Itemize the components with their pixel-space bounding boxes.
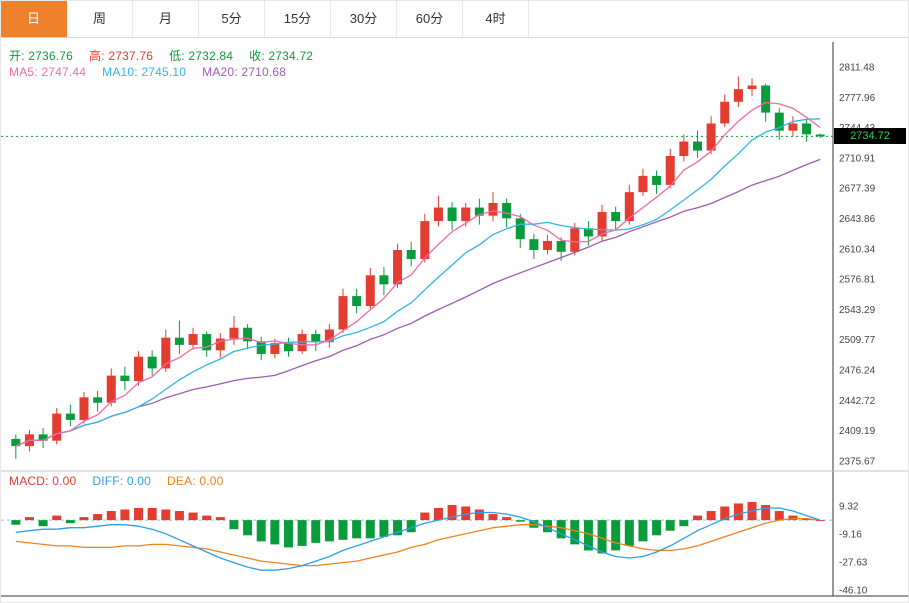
price-axis-tick: 2610.34 bbox=[839, 244, 876, 255]
tab-30min[interactable]: 30分 bbox=[331, 1, 397, 37]
current-price-tag: 2734.72 bbox=[834, 128, 906, 145]
tab-month[interactable]: 月 bbox=[133, 1, 199, 37]
macd-macd: MACD: 0.00 bbox=[9, 474, 77, 488]
macd-diff: DIFF: 0.00 bbox=[92, 474, 152, 488]
tab-week[interactable]: 周 bbox=[67, 1, 133, 37]
candles-series bbox=[11, 76, 825, 459]
price-axis-tick: 2409.19 bbox=[839, 426, 876, 437]
kline-chart-canvas[interactable]: 2811.482777.962744.432710.912677.392643.… bbox=[1, 38, 909, 602]
tab-15min[interactable]: 15分 bbox=[265, 1, 331, 37]
macd-axis-tick: -46.10 bbox=[839, 586, 868, 597]
price-axis-tick: 2677.39 bbox=[839, 184, 876, 195]
price-axis-tick: 2710.91 bbox=[839, 153, 876, 164]
ma10-line bbox=[15, 118, 821, 447]
price-axis: 2811.482777.962744.432710.912677.392643.… bbox=[839, 63, 876, 597]
ohlc-high: 高: 2737.76 bbox=[89, 49, 154, 63]
macd-histogram bbox=[11, 501, 825, 554]
tab-4hour[interactable]: 4时 bbox=[463, 1, 529, 37]
ma-readout: MA5: 2747.44 MA10: 2745.10 MA20: 2710.68 bbox=[9, 65, 286, 79]
ohlc-low: 低: 2732.84 bbox=[169, 49, 234, 63]
timeframe-tabbar: 日周月 5分 15分 30分 60分 4时 bbox=[1, 1, 908, 38]
ma-ma5: MA5: 2747.44 bbox=[9, 65, 87, 79]
chart-frame bbox=[1, 42, 908, 597]
ma-ma20: MA20: 2710.68 bbox=[202, 65, 287, 79]
macd-axis-tick: 9.32 bbox=[839, 502, 859, 513]
price-axis-tick: 2543.29 bbox=[839, 305, 876, 316]
price-axis-tick: 2509.77 bbox=[839, 335, 876, 346]
chart-region: 2811.482777.962744.432710.912677.392643.… bbox=[1, 38, 909, 602]
macd-axis-tick: -9.16 bbox=[839, 530, 862, 541]
ma-ma10: MA10: 2745.10 bbox=[102, 65, 187, 79]
macd-readout: MACD: 0.00 DIFF: 0.00 DEA: 0.00 bbox=[9, 474, 224, 488]
macd-dea: DEA: 0.00 bbox=[167, 474, 224, 488]
ohlc-open: 开: 2736.76 bbox=[9, 49, 74, 63]
price-axis-tick: 2643.86 bbox=[839, 214, 876, 225]
ohlc-readout: 开: 2736.76 高: 2737.76 低: 2732.84 收: 2734.72 bbox=[9, 47, 313, 64]
price-axis-tick: 2576.81 bbox=[839, 275, 876, 286]
diff-line bbox=[15, 507, 821, 571]
macd-axis-tick: -27.63 bbox=[839, 558, 868, 569]
dea-line bbox=[15, 517, 821, 567]
ma5-line bbox=[15, 101, 821, 447]
current-price-value: 2734.72 bbox=[850, 130, 890, 143]
tab-60min[interactable]: 60分 bbox=[397, 1, 463, 37]
ma20-line bbox=[15, 158, 821, 447]
price-axis-tick: 2476.24 bbox=[839, 366, 876, 377]
price-axis-tick: 2811.48 bbox=[839, 63, 875, 74]
price-axis-tick: 2777.96 bbox=[839, 93, 876, 104]
price-axis-tick: 2375.67 bbox=[839, 456, 876, 467]
tab-day[interactable]: 日 bbox=[1, 1, 67, 37]
price-axis-tick: 2442.72 bbox=[839, 396, 876, 407]
ohlc-close: 收: 2734.72 bbox=[249, 49, 314, 63]
tab-5min[interactable]: 5分 bbox=[199, 1, 265, 37]
